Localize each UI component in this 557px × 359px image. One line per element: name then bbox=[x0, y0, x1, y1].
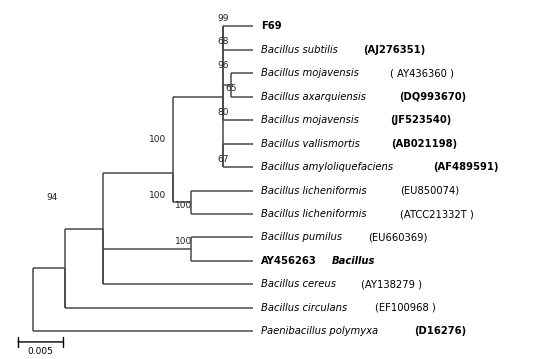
Text: (EF100968 ): (EF100968 ) bbox=[375, 303, 436, 313]
Text: (AY138279 ): (AY138279 ) bbox=[360, 279, 422, 289]
Text: Bacillus licheniformis: Bacillus licheniformis bbox=[261, 209, 367, 219]
Text: 100: 100 bbox=[175, 237, 192, 246]
Text: 65: 65 bbox=[225, 84, 237, 93]
Text: 0.005: 0.005 bbox=[27, 347, 53, 356]
Text: 100: 100 bbox=[149, 135, 165, 144]
Text: (AF489591): (AF489591) bbox=[433, 162, 499, 172]
Text: Bacillus mojavensis: Bacillus mojavensis bbox=[261, 115, 359, 125]
Text: (JF523540): (JF523540) bbox=[390, 115, 451, 125]
Text: 94: 94 bbox=[47, 193, 58, 202]
Text: (EU660369): (EU660369) bbox=[368, 233, 428, 242]
Text: Bacillus vallismortis: Bacillus vallismortis bbox=[261, 139, 360, 149]
Text: Bacillus licheniformis: Bacillus licheniformis bbox=[261, 186, 367, 196]
Text: Bacillus circulans: Bacillus circulans bbox=[261, 303, 347, 313]
Text: 67: 67 bbox=[218, 154, 229, 164]
Text: Bacillus mojavensis: Bacillus mojavensis bbox=[261, 68, 359, 78]
Text: Bacillus pumilus: Bacillus pumilus bbox=[261, 233, 342, 242]
Text: (ATCC21332T ): (ATCC21332T ) bbox=[399, 209, 473, 219]
Text: F69: F69 bbox=[261, 21, 282, 31]
Text: ( AY436360 ): ( AY436360 ) bbox=[390, 68, 453, 78]
Text: Bacillus axarquiensis: Bacillus axarquiensis bbox=[261, 92, 366, 102]
Text: Bacillus subtilis: Bacillus subtilis bbox=[261, 45, 338, 55]
Text: 100: 100 bbox=[149, 191, 165, 200]
Text: 96: 96 bbox=[218, 61, 229, 70]
Text: Bacillus cereus: Bacillus cereus bbox=[261, 279, 336, 289]
Text: 80: 80 bbox=[218, 108, 229, 117]
Text: Bacillus amyloliquefaciens: Bacillus amyloliquefaciens bbox=[261, 162, 393, 172]
Text: 68: 68 bbox=[218, 37, 229, 46]
Text: AY456263: AY456263 bbox=[261, 256, 317, 266]
Text: 99: 99 bbox=[218, 14, 229, 23]
Text: (AJ276351): (AJ276351) bbox=[363, 45, 425, 55]
Text: Bacillus: Bacillus bbox=[332, 256, 375, 266]
Text: (DQ993670): (DQ993670) bbox=[399, 92, 466, 102]
Text: 100: 100 bbox=[175, 201, 192, 210]
Text: (AB021198): (AB021198) bbox=[391, 139, 457, 149]
Text: (EU850074): (EU850074) bbox=[399, 186, 459, 196]
Text: Paenibacillus polymyxa: Paenibacillus polymyxa bbox=[261, 326, 378, 336]
Text: (D16276): (D16276) bbox=[414, 326, 466, 336]
